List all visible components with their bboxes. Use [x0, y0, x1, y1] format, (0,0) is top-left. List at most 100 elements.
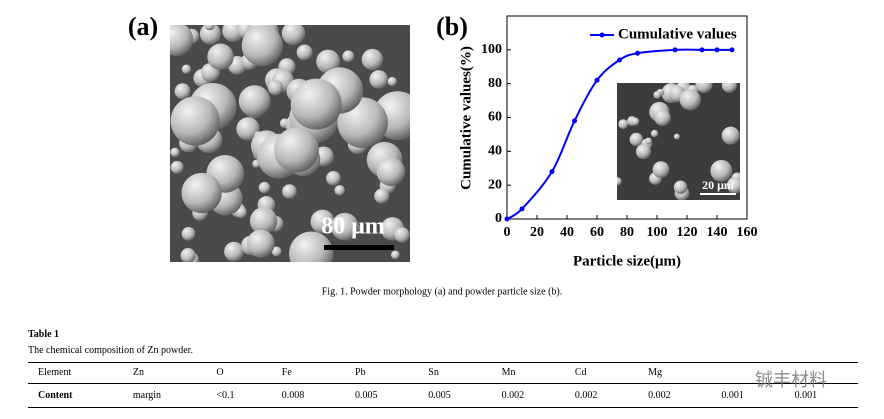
- header-cell: O: [206, 362, 272, 384]
- particle: [204, 25, 215, 31]
- panel-label: (b): [436, 12, 468, 41]
- particle: [224, 241, 244, 262]
- particle: [617, 177, 622, 186]
- x-tick-label: 0: [504, 225, 511, 240]
- x-tick-label: 140: [707, 225, 728, 240]
- x-tick-label: 40: [560, 225, 574, 240]
- legend-marker: [599, 32, 605, 38]
- particle: [274, 127, 319, 173]
- y-axis-label: Cumulative values(%): [458, 46, 474, 190]
- particle: [326, 171, 341, 186]
- particle: [241, 25, 283, 67]
- y-tick-label: 80: [488, 76, 502, 91]
- particles: [170, 25, 410, 262]
- point: [617, 57, 622, 63]
- header-cell: Element: [28, 362, 123, 384]
- particle: [236, 117, 260, 141]
- particle: [316, 49, 341, 74]
- particle: [289, 231, 334, 262]
- x-axis-label: Particle size(μm): [573, 253, 681, 269]
- header-cell: Zn: [122, 362, 207, 384]
- particle: [679, 89, 701, 111]
- particle: [374, 188, 390, 204]
- scale-bar-label: 80 μm: [321, 214, 385, 240]
- panel-label: (a): [128, 12, 158, 41]
- table-label: Table 1: [28, 329, 60, 340]
- table-cell: Content: [38, 390, 73, 401]
- particle: [207, 43, 234, 70]
- particle: [654, 109, 671, 126]
- particle: [394, 227, 410, 243]
- y-tick-label: 20: [488, 177, 502, 192]
- particle: [645, 137, 653, 145]
- table-cell: 0.002: [648, 390, 671, 401]
- particle: [653, 91, 662, 99]
- sem-image: [170, 25, 410, 262]
- particle: [673, 180, 688, 194]
- header-cell: Cd: [564, 362, 639, 384]
- particle: [282, 184, 297, 199]
- header-cell: Pb: [345, 362, 419, 384]
- point: [504, 216, 510, 222]
- point: [635, 50, 640, 56]
- particle: [726, 176, 740, 194]
- particle: [630, 117, 640, 126]
- particle: [170, 147, 180, 157]
- particle: [652, 161, 670, 178]
- particle: [238, 85, 271, 117]
- particle: [376, 157, 406, 186]
- x-tick-label: 100: [647, 225, 668, 240]
- particle: [390, 250, 400, 260]
- particle: [369, 70, 388, 89]
- caption: Fig. 1. Powder morphology (a) and powder…: [322, 286, 563, 297]
- x-tick-label: 60: [590, 225, 604, 240]
- x-tick-label: 120: [677, 225, 698, 240]
- particle: [249, 207, 278, 235]
- point: [549, 169, 555, 175]
- particle: [271, 246, 282, 257]
- chart: 20 μm 0 20 40 60 80 100 120 140 160 0 20 40 60 80 100 Pa…: [458, 15, 758, 269]
- particle: [180, 248, 196, 262]
- table-cell: 0.001: [721, 390, 744, 401]
- particle: [361, 48, 384, 71]
- particle: [310, 209, 335, 234]
- point: [572, 118, 577, 124]
- point: [519, 206, 525, 212]
- particle: [710, 159, 733, 182]
- particle: [258, 181, 271, 194]
- header-cell: Mn: [491, 362, 565, 384]
- header-row: Element Zn O Fe Pb Sn Mn Cd Mg: [28, 362, 858, 384]
- particle: [695, 83, 713, 94]
- particle: [387, 76, 397, 87]
- particle: [334, 185, 345, 196]
- particle: [281, 25, 306, 46]
- header-cell: [784, 362, 858, 384]
- x-tick-label: 160: [737, 225, 758, 240]
- point: [714, 47, 720, 53]
- particle: [673, 133, 680, 140]
- y-tick-label: 40: [488, 144, 502, 159]
- point: [729, 47, 735, 53]
- particle: [342, 50, 355, 63]
- particle: [181, 172, 222, 214]
- header-cell: [711, 362, 785, 384]
- particle: [721, 126, 740, 145]
- point: [594, 77, 600, 83]
- y-tick-label: 0: [495, 211, 502, 226]
- header-cell: Mg: [638, 362, 712, 384]
- particle: [181, 226, 196, 241]
- particle: [296, 44, 313, 61]
- x-tick-label: 20: [530, 225, 544, 240]
- particle: [170, 160, 184, 174]
- table-cell: 0.008: [281, 390, 305, 401]
- particle: [290, 78, 342, 130]
- point: [672, 47, 678, 53]
- particle: [199, 25, 222, 45]
- particle: [267, 79, 284, 96]
- watermark: 铖丰材料: [755, 370, 827, 391]
- particle: [331, 212, 359, 241]
- particle: [181, 64, 192, 74]
- point: [699, 47, 705, 53]
- header-cell: Sn: [418, 362, 492, 384]
- particle: [174, 83, 191, 100]
